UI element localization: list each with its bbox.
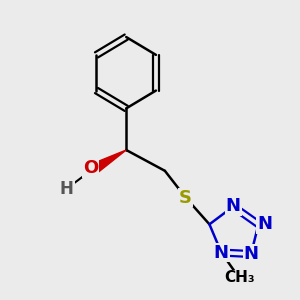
Text: N: N bbox=[244, 245, 259, 263]
Text: H: H bbox=[60, 180, 74, 198]
Text: O: O bbox=[83, 159, 98, 177]
Text: N: N bbox=[214, 244, 229, 262]
Text: CH₃: CH₃ bbox=[224, 270, 254, 285]
Polygon shape bbox=[88, 150, 126, 176]
Text: N: N bbox=[226, 197, 241, 215]
Text: S: S bbox=[179, 189, 192, 207]
Text: N: N bbox=[257, 215, 272, 233]
